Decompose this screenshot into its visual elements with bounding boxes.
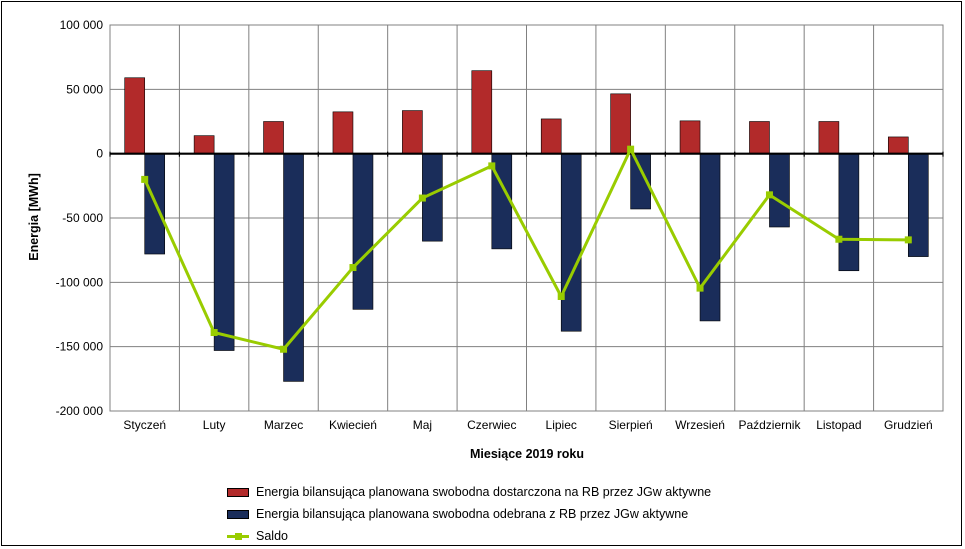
x-tick-label: Październik xyxy=(738,418,801,432)
x-tick-label: Lipiec xyxy=(546,418,577,432)
bars-group xyxy=(124,70,929,382)
bar-delivered xyxy=(402,110,423,154)
x-tick-label: Wrzesień xyxy=(675,418,725,432)
legend-label-delivered: Energia bilansująca planowana swobodna d… xyxy=(256,485,712,499)
x-tick-labels: Styczeń Luty Marzec Kwiecień Maj Czerwiec Lipi… xyxy=(123,418,932,432)
bar-delivered xyxy=(471,70,493,154)
x-tick-label: Sierpień xyxy=(609,418,653,432)
y-tick-label: 0 xyxy=(96,147,103,161)
y-tick-labels: 100 000 50 000 0 -50 000 -100 000 -150 000 -20… xyxy=(56,18,104,418)
saldo-line xyxy=(143,147,909,351)
legend: Energia bilansująca planowana swobodna d… xyxy=(227,481,711,547)
x-tick-label: Styczeń xyxy=(123,418,166,432)
saldo-line-group xyxy=(141,145,912,353)
saldo-point xyxy=(696,284,704,292)
bar-received xyxy=(769,153,790,228)
x-tick-label: Luty xyxy=(203,418,226,432)
bar-delivered xyxy=(818,121,840,154)
saldo-point xyxy=(627,145,635,153)
bar-delivered xyxy=(887,136,909,154)
legend-label-received: Energia bilansująca planowana swobodna o… xyxy=(256,507,689,521)
x-axis-label: Miesiące 2019 roku xyxy=(470,447,584,461)
legend-item-received: Energia bilansująca planowana swobodna o… xyxy=(227,503,711,525)
bar-received xyxy=(560,153,582,332)
x-tick-label: Marzec xyxy=(264,418,303,432)
saldo-point xyxy=(280,345,288,353)
bar-delivered xyxy=(124,77,146,154)
saldo-point xyxy=(904,236,912,244)
y-tick-label: -150 000 xyxy=(56,340,104,354)
chart-svg: 100 000 50 000 0 -50 000 -100 000 -150 000 -20… xyxy=(27,18,944,461)
x-tick-label: Maj xyxy=(413,418,432,432)
bar-received xyxy=(213,153,235,351)
bar-delivered xyxy=(540,118,562,154)
legend-swatch-received xyxy=(227,509,249,519)
zero-axis xyxy=(109,151,944,157)
saldo-point xyxy=(210,329,218,337)
y-tick-label: -200 000 xyxy=(56,404,104,418)
saldo-point xyxy=(141,175,149,183)
legend-swatch-saldo xyxy=(227,532,249,541)
bar-delivered xyxy=(679,120,701,154)
legend-label-saldo: Saldo xyxy=(256,529,288,543)
y-tick-label: -100 000 xyxy=(56,275,104,289)
y-tick-label: -50 000 xyxy=(62,211,103,225)
y-axis-label: Energia [MWh] xyxy=(27,173,41,261)
legend-swatch-delivered xyxy=(227,487,249,497)
saldo-point xyxy=(557,292,565,300)
x-tick-label: Kwiecień xyxy=(329,418,377,432)
saldo-point xyxy=(488,162,496,170)
saldo-point xyxy=(765,191,773,199)
saldo-point xyxy=(835,235,843,243)
x-tick-label: Grudzień xyxy=(884,418,933,432)
bar-delivered xyxy=(749,121,770,154)
bar-received xyxy=(699,153,721,322)
x-tick-label: Listopad xyxy=(816,418,861,432)
bar-delivered xyxy=(193,135,215,154)
bar-received xyxy=(838,153,860,272)
y-tick-label: 100 000 xyxy=(60,18,104,32)
legend-item-saldo: Saldo xyxy=(227,525,711,547)
x-tick-label: Czerwiec xyxy=(467,418,516,432)
legend-item-delivered: Energia bilansująca planowana swobodna d… xyxy=(227,481,711,503)
bar-received xyxy=(352,153,374,310)
bar-delivered xyxy=(263,121,284,154)
bar-delivered xyxy=(610,93,631,154)
y-tick-label: 50 000 xyxy=(66,82,103,96)
bar-delivered xyxy=(332,111,354,154)
saldo-point xyxy=(418,194,426,202)
saldo-point xyxy=(349,264,357,272)
grid-lines xyxy=(109,24,944,412)
